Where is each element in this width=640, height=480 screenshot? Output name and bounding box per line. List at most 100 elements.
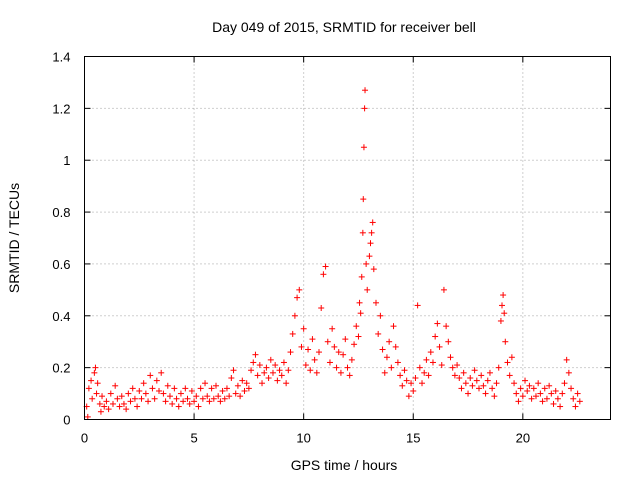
data-point — [340, 351, 347, 358]
data-point — [259, 380, 266, 387]
data-point — [392, 343, 399, 350]
data-point — [180, 398, 187, 405]
data-point — [359, 229, 366, 236]
data-point — [140, 380, 147, 387]
data-point — [208, 385, 215, 392]
data-point — [331, 343, 338, 350]
x-tick-label: 5 — [190, 431, 197, 446]
data-point — [94, 380, 101, 387]
grid — [84, 56, 611, 420]
data-point — [356, 299, 363, 306]
data-point — [272, 362, 279, 369]
data-point — [511, 380, 518, 387]
data-point — [164, 382, 171, 389]
data-point — [480, 382, 487, 389]
data-point — [276, 367, 283, 374]
data-point — [497, 317, 504, 324]
data-point — [300, 325, 307, 332]
data-point — [367, 240, 374, 247]
data-point — [160, 390, 167, 397]
data-point — [204, 393, 211, 400]
data-point — [471, 367, 478, 374]
data-point — [462, 380, 469, 387]
data-point — [215, 393, 222, 400]
data-point — [173, 395, 180, 402]
data-point — [241, 387, 248, 394]
data-point — [469, 382, 476, 389]
data-point — [193, 393, 200, 400]
data-point — [206, 398, 213, 405]
data-point — [97, 408, 104, 415]
data-point — [504, 359, 511, 366]
data-point — [316, 349, 323, 356]
data-point — [114, 395, 121, 402]
data-point — [517, 385, 524, 392]
x-tick-label: 10 — [296, 431, 310, 446]
data-point — [199, 395, 206, 402]
data-point — [370, 266, 377, 273]
data-point — [138, 395, 145, 402]
data-point — [541, 385, 548, 392]
data-point — [166, 393, 173, 400]
data-point — [118, 393, 125, 400]
data-point — [508, 354, 515, 361]
data-point — [145, 398, 152, 405]
data-point — [129, 385, 136, 392]
data-point — [305, 346, 312, 353]
data-point — [151, 395, 158, 402]
data-point — [377, 312, 384, 319]
data-point — [572, 403, 579, 410]
data-point — [252, 351, 259, 358]
data-point — [449, 364, 456, 371]
data-point — [309, 336, 316, 343]
data-point — [394, 359, 401, 366]
data-point — [280, 359, 287, 366]
data-point — [99, 393, 106, 400]
data-point — [364, 286, 371, 293]
data-point — [287, 349, 294, 356]
data-point — [513, 390, 520, 397]
data-point — [465, 390, 472, 397]
data-point — [519, 393, 526, 400]
y-axis-label: SRMTID / TECUs — [6, 183, 22, 293]
chart-title: Day 049 of 2015, SRMTID for receiver bel… — [212, 19, 476, 35]
data-point — [495, 364, 502, 371]
data-point — [548, 390, 555, 397]
data-point — [574, 390, 581, 397]
data-point — [436, 343, 443, 350]
data-point — [291, 312, 298, 319]
data-point — [158, 369, 165, 376]
data-point — [561, 380, 568, 387]
data-point — [188, 387, 195, 394]
data-point — [142, 390, 149, 397]
y-tick-label: 1 — [63, 153, 70, 168]
data-point — [530, 385, 537, 392]
data-point — [570, 395, 577, 402]
data-point — [84, 413, 91, 420]
data-point — [171, 385, 178, 392]
data-point — [107, 390, 114, 397]
data-point — [451, 372, 458, 379]
data-point — [568, 385, 575, 392]
data-point — [85, 385, 92, 392]
data-point — [427, 349, 434, 356]
data-point — [425, 372, 432, 379]
data-point — [112, 382, 119, 389]
data-point — [344, 364, 351, 371]
data-point — [307, 367, 314, 374]
data-point — [360, 144, 367, 151]
data-point — [482, 390, 489, 397]
data-point — [440, 286, 447, 293]
data-point — [434, 320, 441, 327]
data-point — [147, 372, 154, 379]
data-point — [175, 403, 182, 410]
data-point — [243, 380, 250, 387]
data-point — [125, 390, 132, 397]
data-point — [500, 292, 507, 299]
data-point — [256, 362, 263, 369]
y-tick-label: 0.6 — [52, 257, 70, 272]
data-point — [239, 377, 246, 384]
y-tick-label: 0.2 — [52, 361, 70, 376]
x-tick-label: 15 — [406, 431, 420, 446]
data-point — [228, 375, 235, 382]
